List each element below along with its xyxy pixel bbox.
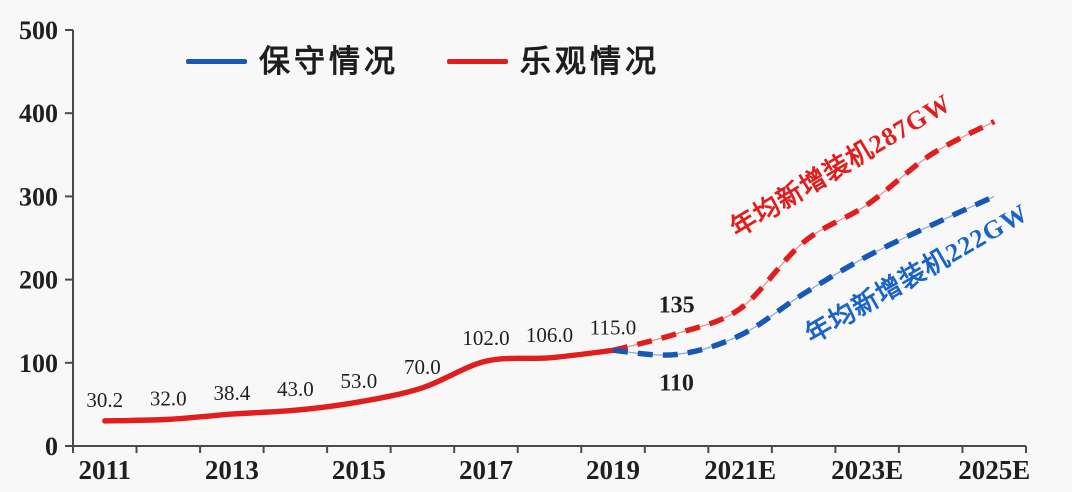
point-label: 106.0: [526, 323, 573, 347]
point-label: 70.0: [404, 355, 441, 379]
point-label: 30.2: [86, 388, 123, 412]
x-tick-label: 2013: [205, 455, 259, 485]
point-label: 110: [659, 370, 694, 396]
x-tick-label: 2025E: [958, 455, 1030, 485]
chart-legend: 保守情况 乐观情况: [186, 46, 660, 77]
x-tick-label: 2019: [586, 455, 640, 485]
point-label: 32.0: [150, 386, 187, 410]
y-tick-label: 200: [19, 266, 58, 295]
x-tick-label: 2023E: [831, 455, 903, 485]
series-historical-actual-red: [102, 347, 616, 424]
point-label: 115.0: [590, 315, 636, 339]
y-tick-label: 300: [19, 182, 58, 211]
x-tick-label: 2017: [459, 455, 513, 485]
x-tick-label: 2021E: [704, 455, 776, 485]
point-label: 53.0: [341, 369, 378, 393]
legend-item-optimistic: 乐观情况: [447, 46, 660, 77]
conservative-line-swatch: [186, 59, 247, 64]
y-tick-label: 500: [19, 16, 58, 45]
x-tick-label: 2015: [332, 455, 386, 485]
x-tick-label: 2011: [79, 455, 132, 485]
point-label: 38.4: [213, 381, 250, 405]
optimistic-legend-label: 乐观情况: [520, 44, 660, 79]
series-forecast-blue: [612, 193, 996, 358]
optimistic-line-swatch: [447, 59, 508, 64]
conservative-legend-label: 保守情况: [259, 44, 399, 79]
y-tick-label: 100: [19, 349, 58, 378]
legend-item-conservative: 保守情况: [186, 46, 399, 77]
point-label: 43.0: [277, 377, 314, 401]
y-tick-label: 400: [19, 99, 58, 128]
axes: 0 100 200 300 400 500 2011 2013 2015 2017 2019 2021…: [19, 16, 1030, 485]
series-forecast-red: [612, 119, 996, 353]
point-label: 135: [659, 293, 695, 319]
y-tick-label: 0: [45, 432, 58, 461]
series-dashed-line: [612, 193, 996, 358]
series-dashed-line: [612, 119, 996, 353]
series-solid-line: [102, 347, 616, 424]
point-label: 102.0: [462, 326, 509, 350]
